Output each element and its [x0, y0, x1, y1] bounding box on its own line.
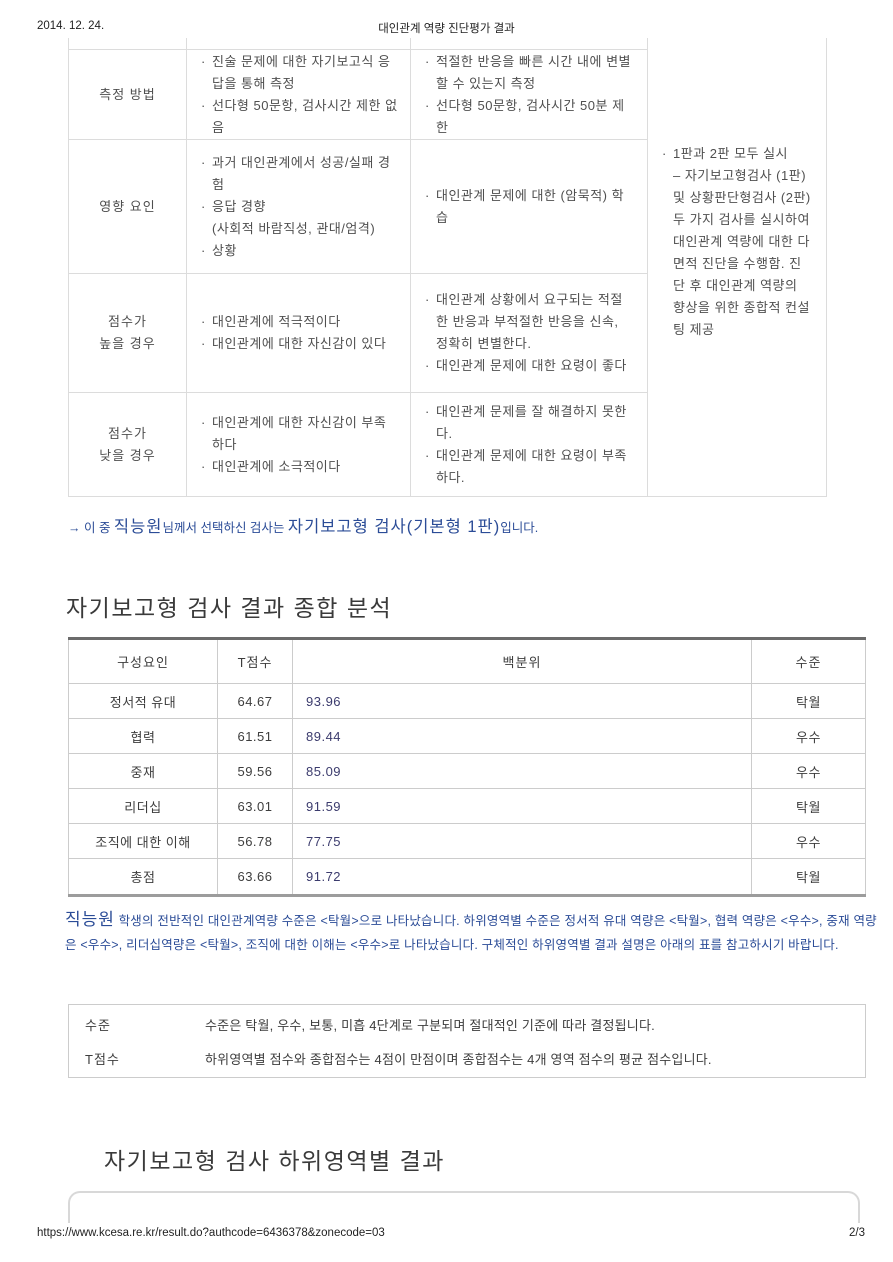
bullet-item: 대인관계 문제에 대한 요령이 좋다 — [423, 355, 635, 377]
bullet-item: 상황 — [199, 240, 398, 262]
table-cell: 우수 — [752, 719, 866, 754]
row-label-high-score: 점수가 높을 경우 — [68, 274, 187, 393]
bullet-item: 선다형 50문항, 검사시간 제한 없음 — [199, 95, 398, 139]
column-header: T점수 — [218, 640, 293, 684]
source-url: https://www.kcesa.re.kr/result.do?authco… — [37, 1227, 385, 1239]
subarea-result-panel — [68, 1191, 860, 1223]
bullet-item: 선다형 50문항, 검사시간 50분 제한 — [423, 95, 635, 139]
bullet-item: 응답 경향 (사회적 바람직성, 관대/엄격) — [199, 196, 398, 240]
table-continuation-stub — [187, 38, 411, 50]
selected-test-note: → 이 중 직능원님께서 선택하신 검사는 자기보고형 검사(기본형 1판)입니… — [68, 514, 868, 541]
table-cell: 리더십 — [68, 789, 218, 824]
print-date: 2014. 12. 24. — [37, 20, 105, 32]
row-label-low-score: 점수가 낮을 경우 — [68, 393, 187, 497]
note-suffix: 입니다. — [500, 521, 539, 535]
table-continuation-stub — [68, 38, 187, 50]
legend-row: T점수 하위영역별 점수와 종합점수는 4점이 만점이며 종합점수는 4개 영역… — [69, 1041, 865, 1075]
summary-result-table: 구성요인 T점수 백분위 수준 정서적 유대 64.67 93.96 탁월 협력… — [68, 637, 866, 897]
table-cell: 총점 — [68, 859, 218, 894]
table-cell: 탁월 — [752, 684, 866, 719]
test-comparison-table: 1판과 2판 모두 실시 – 자기보고형검사 (1판) 및 상황판단형검사 (2… — [68, 38, 827, 497]
table-cell: 64.67 — [218, 684, 293, 719]
table-cell: 91.72 — [293, 859, 752, 894]
summary-section-title: 자기보고형 검사 결과 종합 분석 — [66, 595, 393, 621]
column-header: 구성요인 — [68, 640, 218, 684]
bullet-item: 진술 문제에 대한 자기보고식 응답을 통해 측정 — [199, 51, 398, 95]
analysis-text: 학생의 전반적인 대인관계역량 수준은 <탁월>으로 나타났습니다. 하위영역별… — [65, 914, 877, 952]
self-report-measurement-cell: 진술 문제에 대한 자기보고식 응답을 통해 측정 선다형 50문항, 검사시간… — [187, 50, 411, 140]
situational-measurement-cell: 적절한 반응을 빠른 시간 내에 변별 할 수 있는지 측정 선다형 50문항,… — [411, 50, 648, 140]
legend-row: 수준 수준은 탁월, 우수, 보통, 미흡 4단계로 구분되며 절대적인 기준에… — [69, 1007, 865, 1041]
self-report-high-score-cell: 대인관계에 적극적이다 대인관계에 대한 자신감이 있다 — [187, 274, 411, 393]
user-name: 직능원 — [113, 518, 163, 536]
table-cell: 조직에 대한 이해 — [68, 824, 218, 859]
bullet-item: 대인관계 상황에서 요구되는 적절한 반응과 부적절한 반응을 신속, 정확히 … — [423, 289, 635, 355]
analysis-paragraph: 직능원 학생의 전반적인 대인관계역량 수준은 <탁월>으로 나타났습니다. 하… — [65, 908, 879, 957]
document-title: 대인관계 역량 진단평가 결과 — [378, 23, 515, 35]
bullet-item: 대인관계에 적극적이다 — [199, 311, 398, 333]
legend-desc: 수준은 탁월, 우수, 보통, 미흡 4단계로 구분되며 절대적인 기준에 따라… — [205, 1017, 655, 1033]
bullet-item: 대인관계에 소극적이다 — [199, 456, 398, 478]
bullet-item: 대인관계 문제에 대한 요령이 부족하다. — [423, 445, 635, 489]
bullet-item: 적절한 반응을 빠른 시간 내에 변별 할 수 있는지 측정 — [423, 51, 635, 95]
legend-term: 수준 — [85, 1017, 111, 1033]
sidebar-bullet: 1판과 2판 모두 실시 — [660, 143, 814, 165]
user-name: 직능원 — [65, 910, 115, 929]
situational-factors-cell: 대인관계 문제에 대한 (암묵적) 학습 — [411, 140, 648, 274]
bullet-item: 과거 대인관계에서 성공/실패 경험 — [199, 152, 398, 196]
bullet-item: 대인관계 문제를 잘 해결하지 못한다. — [423, 401, 635, 445]
table-cell: 우수 — [752, 754, 866, 789]
table-cell: 정서적 유대 — [68, 684, 218, 719]
table-cell: 탁월 — [752, 859, 866, 894]
self-report-low-score-cell: 대인관계에 대한 자신감이 부족하다 대인관계에 소극적이다 — [187, 393, 411, 497]
table-cell: 91.59 — [293, 789, 752, 824]
legend-desc: 하위영역별 점수와 종합점수는 4점이 만점이며 종합점수는 4개 영역 점수의… — [205, 1051, 712, 1067]
table-cell: 93.96 — [293, 684, 752, 719]
situational-low-score-cell: 대인관계 문제를 잘 해결하지 못한다. 대인관계 문제에 대한 요령이 부족하… — [411, 393, 648, 497]
table-cell: 77.75 — [293, 824, 752, 859]
table-cell: 85.09 — [293, 754, 752, 789]
column-header: 백분위 — [293, 640, 752, 684]
row-label-influence-factors: 영향 요인 — [68, 140, 187, 274]
table-cell: 56.78 — [218, 824, 293, 859]
bullet-item: 대인관계에 대한 자신감이 부족하다 — [199, 412, 398, 456]
page-number: 2/3 — [849, 1227, 865, 1239]
table-cell: 우수 — [752, 824, 866, 859]
legend-term: T점수 — [85, 1051, 120, 1067]
row-label-measurement-method: 측정 방법 — [68, 50, 187, 140]
situational-high-score-cell: 대인관계 상황에서 요구되는 적절한 반응과 부적절한 반응을 신속, 정확히 … — [411, 274, 648, 393]
sidebar-detail: – 자기보고형검사 (1판) 및 상황판단형검사 (2판)두 가지 검사를 실시… — [673, 168, 811, 337]
table-cell: 89.44 — [293, 719, 752, 754]
table-cell: 중재 — [68, 754, 218, 789]
table-cell: 59.56 — [218, 754, 293, 789]
self-report-factors-cell: 과거 대인관계에서 성공/실패 경험 응답 경향 (사회적 바람직성, 관대/엄… — [187, 140, 411, 274]
table-cell: 63.01 — [218, 789, 293, 824]
note-prefix: → 이 중 — [68, 521, 114, 535]
table-cell: 63.66 — [218, 859, 293, 894]
column-header: 수준 — [752, 640, 866, 684]
sidebar-note-cell: 1판과 2판 모두 실시 – 자기보고형검사 (1판) 및 상황판단형검사 (2… — [648, 38, 827, 497]
table-continuation-stub — [411, 38, 648, 50]
subarea-section-title: 자기보고형 검사 하위영역별 결과 — [104, 1148, 445, 1174]
note-middle: 님께서 선택하신 검사는 — [162, 521, 288, 535]
selected-test-name: 자기보고형 검사(기본형 1판) — [287, 518, 501, 536]
table-cell: 탁월 — [752, 789, 866, 824]
bullet-item: 대인관계에 대한 자신감이 있다 — [199, 333, 398, 355]
table-cell: 협력 — [68, 719, 218, 754]
table-cell: 61.51 — [218, 719, 293, 754]
bullet-item: 대인관계 문제에 대한 (암묵적) 학습 — [423, 185, 635, 229]
legend-box: 수준 수준은 탁월, 우수, 보통, 미흡 4단계로 구분되며 절대적인 기준에… — [68, 1004, 866, 1078]
